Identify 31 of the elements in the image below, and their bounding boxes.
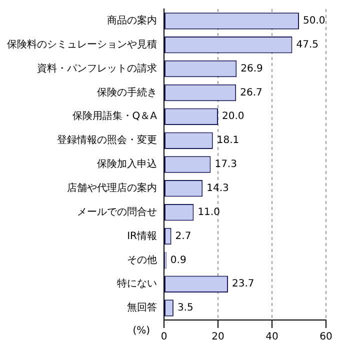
x-tick-label: 0: [160, 332, 168, 343]
data-label: 50.0: [303, 16, 326, 27]
data-label: 23.7: [232, 278, 254, 290]
y-tick-label: 登録情報の照会・変更: [57, 134, 157, 146]
y-tick-label: 保険料のシミュレーションや見積: [7, 38, 157, 50]
data-label: 26.9: [240, 63, 263, 74]
y-tick-label: その他: [127, 254, 157, 266]
data-label: 2.7: [175, 230, 192, 242]
data-label: 11.0: [198, 206, 220, 218]
data-label: 18.1: [216, 135, 240, 146]
x-tick-label: 40: [266, 332, 278, 343]
y-tick-label: 保険加入申込: [97, 158, 157, 170]
x-tick-label: 60: [320, 332, 332, 343]
y-tick-label: 特にない: [117, 278, 157, 290]
data-label: 47.5: [296, 39, 319, 50]
data-label: 20.0: [222, 111, 244, 122]
data-label: 14.3: [206, 183, 229, 194]
y-tick-label: IR情報: [127, 230, 157, 242]
y-tick-label: 保険用語集・Q＆A: [72, 110, 158, 122]
data-label: 0.9: [170, 254, 186, 266]
data-label: 17.3: [214, 159, 237, 170]
data-label: 26.7: [240, 87, 262, 98]
x-tick-label: 20: [212, 332, 224, 343]
y-tick-label: 資料・パンフレットの請求: [37, 62, 157, 74]
x-axis-title: (%): [132, 326, 150, 337]
y-tick-label: メールでの問合せ: [77, 206, 157, 218]
y-tick-label: 保険の手続き: [97, 86, 157, 98]
y-tick-label: 無回答: [127, 302, 157, 314]
y-tick-label: 商品の案内: [107, 14, 157, 27]
data-label: 3.5: [177, 302, 194, 314]
y-tick-label: 店舗や代理店の案内: [67, 182, 157, 194]
